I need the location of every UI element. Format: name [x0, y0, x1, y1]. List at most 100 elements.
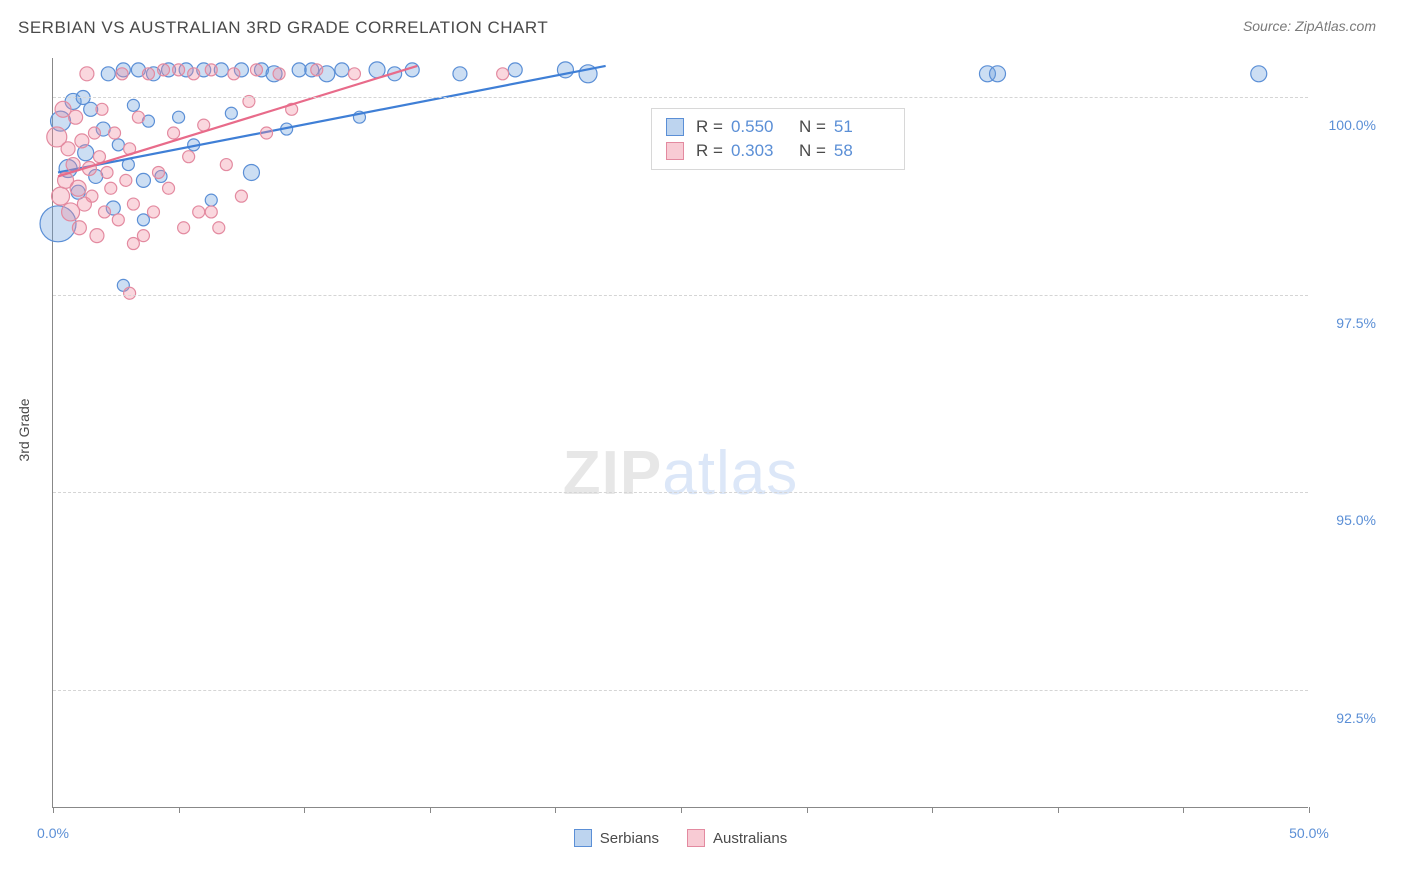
x-tick: [1058, 807, 1059, 813]
data-point[interactable]: [261, 127, 273, 139]
legend-row: R =0.550N =51: [666, 115, 890, 139]
data-point[interactable]: [62, 203, 80, 221]
y-tick-label: 95.0%: [1336, 512, 1376, 528]
x-tick: [807, 807, 808, 813]
data-point[interactable]: [178, 222, 190, 234]
legend-swatch: [687, 829, 705, 847]
legend-r-value: 0.303: [731, 141, 787, 161]
data-point[interactable]: [52, 187, 70, 205]
bottom-legend-label: Serbians: [600, 830, 659, 847]
grid-line: [53, 97, 1308, 98]
legend-r-label: R =: [696, 141, 723, 161]
data-point[interactable]: [273, 68, 285, 80]
data-point[interactable]: [109, 127, 121, 139]
data-point[interactable]: [153, 166, 165, 178]
grid-line: [53, 295, 1308, 296]
grid-line: [53, 690, 1308, 691]
x-tick-label: 0.0%: [37, 825, 69, 841]
data-point[interactable]: [116, 68, 128, 80]
x-tick: [1309, 807, 1310, 813]
data-point[interactable]: [508, 63, 522, 77]
chart-title: SERBIAN VS AUSTRALIAN 3RD GRADE CORRELAT…: [18, 18, 548, 38]
data-point[interactable]: [80, 67, 94, 81]
data-point[interactable]: [147, 206, 159, 218]
data-point[interactable]: [86, 190, 98, 202]
y-tick-label: 97.5%: [1336, 315, 1376, 331]
y-tick-label: 92.5%: [1336, 710, 1376, 726]
x-tick: [1183, 807, 1184, 813]
x-tick: [53, 807, 54, 813]
data-point[interactable]: [183, 151, 195, 163]
data-point[interactable]: [70, 180, 86, 196]
legend-n-label: N =: [799, 141, 826, 161]
data-point[interactable]: [75, 134, 89, 148]
data-point[interactable]: [193, 206, 205, 218]
x-tick: [179, 807, 180, 813]
data-point[interactable]: [335, 63, 349, 77]
data-point[interactable]: [311, 64, 323, 76]
data-point[interactable]: [90, 229, 104, 243]
data-point[interactable]: [132, 111, 144, 123]
data-point[interactable]: [101, 67, 115, 81]
legend-r-label: R =: [696, 117, 723, 137]
data-point[interactable]: [61, 142, 75, 156]
legend-swatch: [666, 118, 684, 136]
data-point[interactable]: [105, 182, 117, 194]
legend-swatch: [666, 142, 684, 160]
data-point[interactable]: [96, 103, 108, 115]
data-point[interactable]: [220, 159, 232, 171]
data-point[interactable]: [127, 198, 139, 210]
legend-row: R = 0.303 N = 58: [666, 139, 890, 163]
x-tick: [555, 807, 556, 813]
data-point[interactable]: [101, 166, 113, 178]
grid-line: [53, 492, 1308, 493]
data-point[interactable]: [173, 64, 185, 76]
data-point[interactable]: [213, 222, 225, 234]
data-point[interactable]: [497, 68, 509, 80]
legend-r-value: 0.550: [731, 117, 787, 137]
legend-n-value: 51: [834, 117, 890, 137]
data-point[interactable]: [136, 173, 150, 187]
data-point[interactable]: [112, 139, 124, 151]
data-point[interactable]: [1251, 66, 1267, 82]
data-point[interactable]: [137, 214, 149, 226]
data-point[interactable]: [142, 68, 154, 80]
bottom-legend-item: Serbians: [574, 829, 659, 847]
data-point[interactable]: [235, 190, 247, 202]
legend-n-value: 58: [834, 141, 890, 161]
data-point[interactable]: [93, 151, 105, 163]
y-tick-label: 100.0%: [1329, 117, 1376, 133]
data-point[interactable]: [243, 164, 259, 180]
data-point[interactable]: [205, 206, 217, 218]
data-point[interactable]: [127, 238, 139, 250]
data-point[interactable]: [88, 127, 100, 139]
data-point[interactable]: [990, 66, 1006, 82]
bottom-legend: Serbians Australians: [53, 829, 1308, 847]
data-point[interactable]: [205, 64, 217, 76]
data-point[interactable]: [72, 221, 86, 235]
data-point[interactable]: [124, 287, 136, 299]
data-point[interactable]: [112, 214, 124, 226]
chart-svg: [53, 58, 1308, 807]
data-point[interactable]: [69, 110, 83, 124]
data-point[interactable]: [168, 127, 180, 139]
x-tick: [681, 807, 682, 813]
data-point[interactable]: [173, 111, 185, 123]
data-point[interactable]: [158, 64, 170, 76]
data-point[interactable]: [98, 206, 110, 218]
data-point[interactable]: [127, 99, 139, 111]
legend-swatch: [574, 829, 592, 847]
data-point[interactable]: [163, 182, 175, 194]
data-point[interactable]: [137, 230, 149, 242]
data-point[interactable]: [120, 174, 132, 186]
data-point[interactable]: [292, 63, 306, 77]
data-point[interactable]: [225, 107, 237, 119]
data-point[interactable]: [453, 67, 467, 81]
data-point[interactable]: [348, 68, 360, 80]
data-point[interactable]: [205, 194, 217, 206]
chart-source: Source: ZipAtlas.com: [1243, 18, 1376, 34]
data-point[interactable]: [188, 68, 200, 80]
data-point[interactable]: [228, 68, 240, 80]
data-point[interactable]: [250, 64, 262, 76]
bottom-legend-item: Australians: [687, 829, 787, 847]
